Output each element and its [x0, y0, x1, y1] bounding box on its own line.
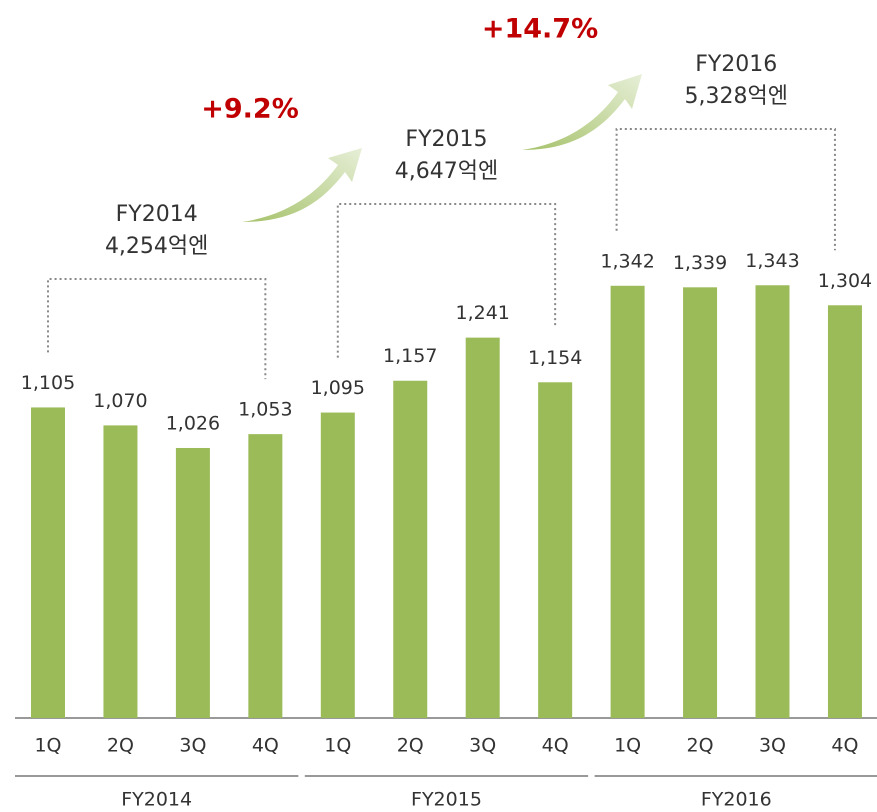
bar [393, 380, 428, 718]
x-tick-label: 3Q [759, 735, 786, 757]
growth-label: +14.7% [482, 14, 598, 45]
group-label: FY2014 [121, 789, 192, 811]
group-total: 5,328억엔 [685, 84, 788, 109]
group-bracket [336, 203, 557, 358]
value-label: 1,026 [166, 412, 220, 434]
x-tick-label: 1Q [34, 735, 61, 757]
value-label: 1,342 [600, 250, 654, 272]
group-total: 4,254억엔 [105, 234, 208, 259]
group-bracket [615, 128, 836, 251]
growth-arrow [522, 74, 642, 150]
x-tick-label: 3Q [179, 735, 206, 757]
group-total: 4,647억엔 [395, 159, 498, 184]
bar [683, 287, 718, 718]
value-label: 1,241 [455, 302, 509, 324]
x-tick-label: 1Q [614, 735, 641, 757]
x-tick-label: 1Q [324, 735, 351, 757]
group-title: FY2014 [116, 202, 198, 227]
group-title: FY2015 [405, 127, 487, 152]
value-label: 1,343 [745, 250, 799, 272]
value-label: 1,154 [528, 347, 582, 369]
bar [248, 434, 283, 718]
x-tick-label: 2Q [687, 735, 714, 757]
bar [31, 407, 65, 718]
group-label: FY2015 [411, 789, 482, 811]
growth-arrow [242, 148, 362, 222]
value-label: 1,304 [818, 270, 872, 292]
bar [175, 447, 210, 718]
growth-label: +9.2% [201, 94, 299, 125]
value-label: 1,105 [21, 372, 75, 394]
bar [755, 285, 790, 718]
bar [320, 412, 355, 718]
group-label: FY2016 [701, 789, 772, 811]
value-label: 1,095 [311, 377, 365, 399]
value-label: 1,070 [93, 390, 147, 412]
x-tick-label: 4Q [831, 735, 858, 757]
x-tick-label: 2Q [397, 735, 424, 757]
value-label: 1,339 [673, 252, 727, 274]
x-tick-label: 4Q [542, 735, 569, 757]
value-label: 1,053 [238, 399, 292, 421]
bar [103, 425, 138, 718]
bar [465, 337, 500, 718]
x-tick-label: 3Q [469, 735, 496, 757]
x-tick-label: 4Q [252, 735, 279, 757]
group-title: FY2016 [695, 52, 777, 77]
bar [827, 305, 862, 718]
bar [538, 382, 573, 718]
value-label: 1,157 [383, 345, 437, 367]
group-bracket [47, 278, 267, 380]
x-tick-label: 2Q [107, 735, 134, 757]
bar [610, 285, 645, 718]
